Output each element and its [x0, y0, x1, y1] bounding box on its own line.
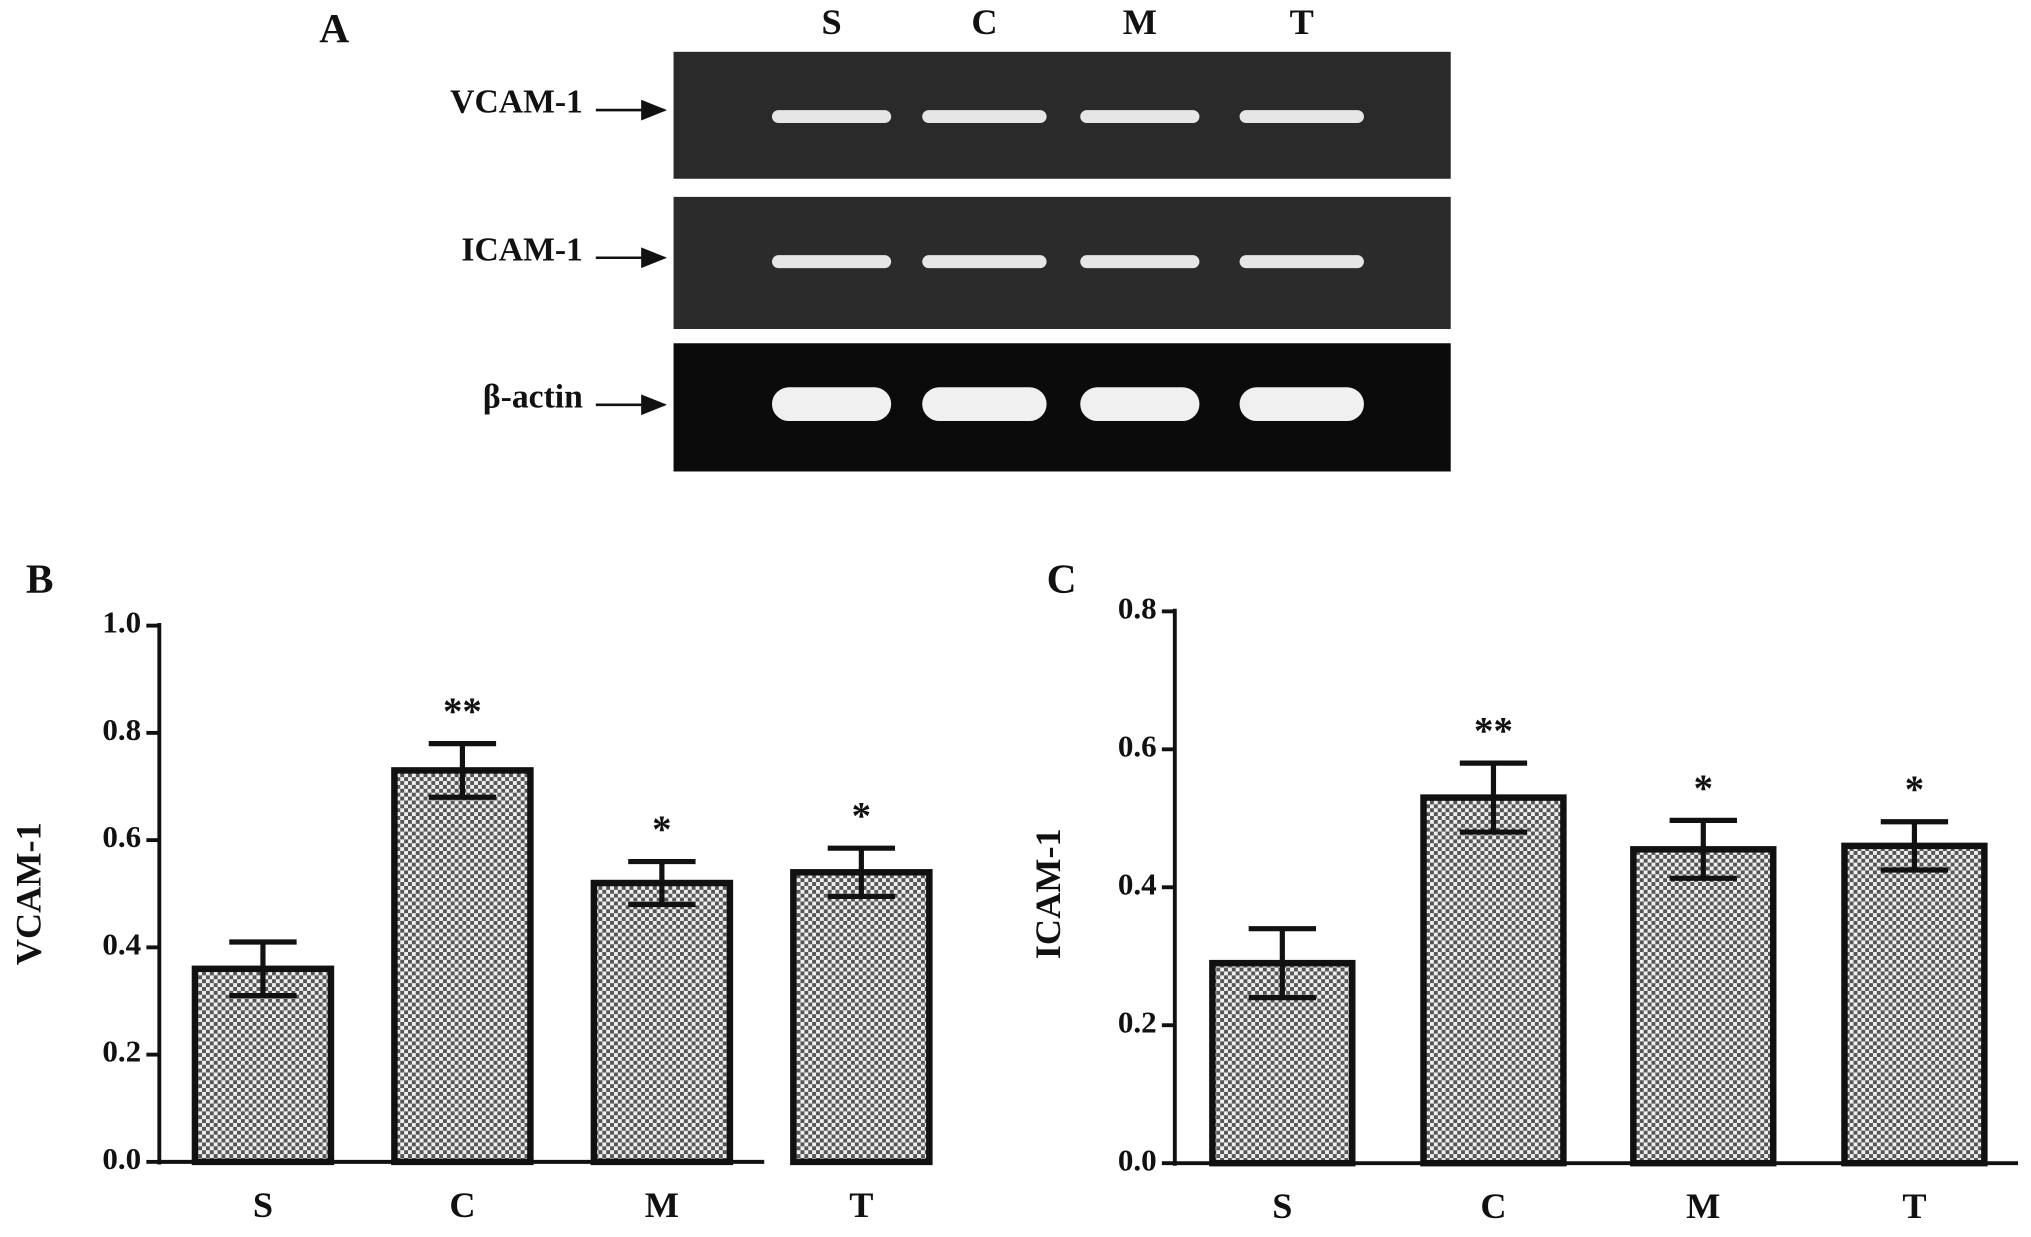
- y-axis-label: ICAM-1: [1028, 828, 1068, 959]
- significance-label: *: [1905, 768, 1924, 811]
- significance-label: *: [852, 795, 871, 838]
- x-tick-label: S: [253, 1185, 273, 1225]
- row-label: ICAM-1: [461, 231, 583, 268]
- y-tick-label: 0.0: [102, 1141, 141, 1176]
- y-tick-label: 0.8: [102, 712, 141, 747]
- gel-band: [1239, 110, 1364, 124]
- x-tick-label: S: [1272, 1186, 1292, 1226]
- y-tick-label: 0.0: [1118, 1142, 1157, 1177]
- gel-band: [1080, 387, 1200, 421]
- lane-label: T: [1290, 2, 1314, 42]
- bar: [391, 767, 534, 1166]
- y-axis-label: VCAM-1: [9, 822, 49, 965]
- lane-label: M: [1123, 2, 1157, 42]
- bar: [790, 869, 933, 1166]
- x-tick-label: C: [1480, 1186, 1506, 1226]
- x-tick-label: M: [1686, 1186, 1720, 1226]
- significance-label: *: [652, 808, 671, 851]
- x-tick-label: T: [849, 1185, 873, 1225]
- gel-band: [922, 110, 1047, 124]
- bar: [590, 879, 734, 1166]
- lane-label: S: [821, 2, 841, 42]
- gel-band: [922, 255, 1047, 269]
- bar: [1420, 794, 1567, 1167]
- y-tick-label: 0.4: [102, 926, 141, 961]
- x-tick-label: C: [449, 1185, 475, 1225]
- lane-label: C: [971, 2, 997, 42]
- panel-label: C: [1047, 555, 1077, 601]
- row-label: VCAM-1: [450, 84, 583, 121]
- y-tick-label: 0.2: [1118, 1004, 1157, 1039]
- gel-band: [1239, 255, 1364, 269]
- y-tick-label: 0.2: [102, 1034, 141, 1069]
- y-tick-label: 0.4: [1118, 866, 1157, 901]
- y-tick-label: 0.6: [1118, 728, 1157, 763]
- panel-label: B: [26, 555, 54, 601]
- y-tick-label: 1.0: [102, 605, 141, 640]
- significance-label: **: [443, 690, 482, 733]
- gel-band: [1080, 110, 1200, 124]
- panel-label: A: [319, 5, 349, 51]
- gel-band: [771, 255, 892, 269]
- row-label: β-actin: [483, 378, 583, 415]
- gel-band: [771, 110, 892, 124]
- bar: [1630, 846, 1777, 1167]
- gel-band: [1239, 387, 1364, 421]
- y-tick-label: 0.6: [102, 819, 141, 854]
- significance-label: **: [1474, 710, 1513, 753]
- gel-band: [771, 387, 892, 421]
- x-tick-label: M: [645, 1185, 679, 1225]
- gel-band: [1080, 255, 1200, 269]
- bar: [1841, 842, 1988, 1167]
- gel-band: [922, 387, 1047, 421]
- x-tick-label: T: [1902, 1186, 1926, 1226]
- y-tick-label: 0.8: [1118, 591, 1157, 626]
- significance-label: *: [1694, 767, 1713, 810]
